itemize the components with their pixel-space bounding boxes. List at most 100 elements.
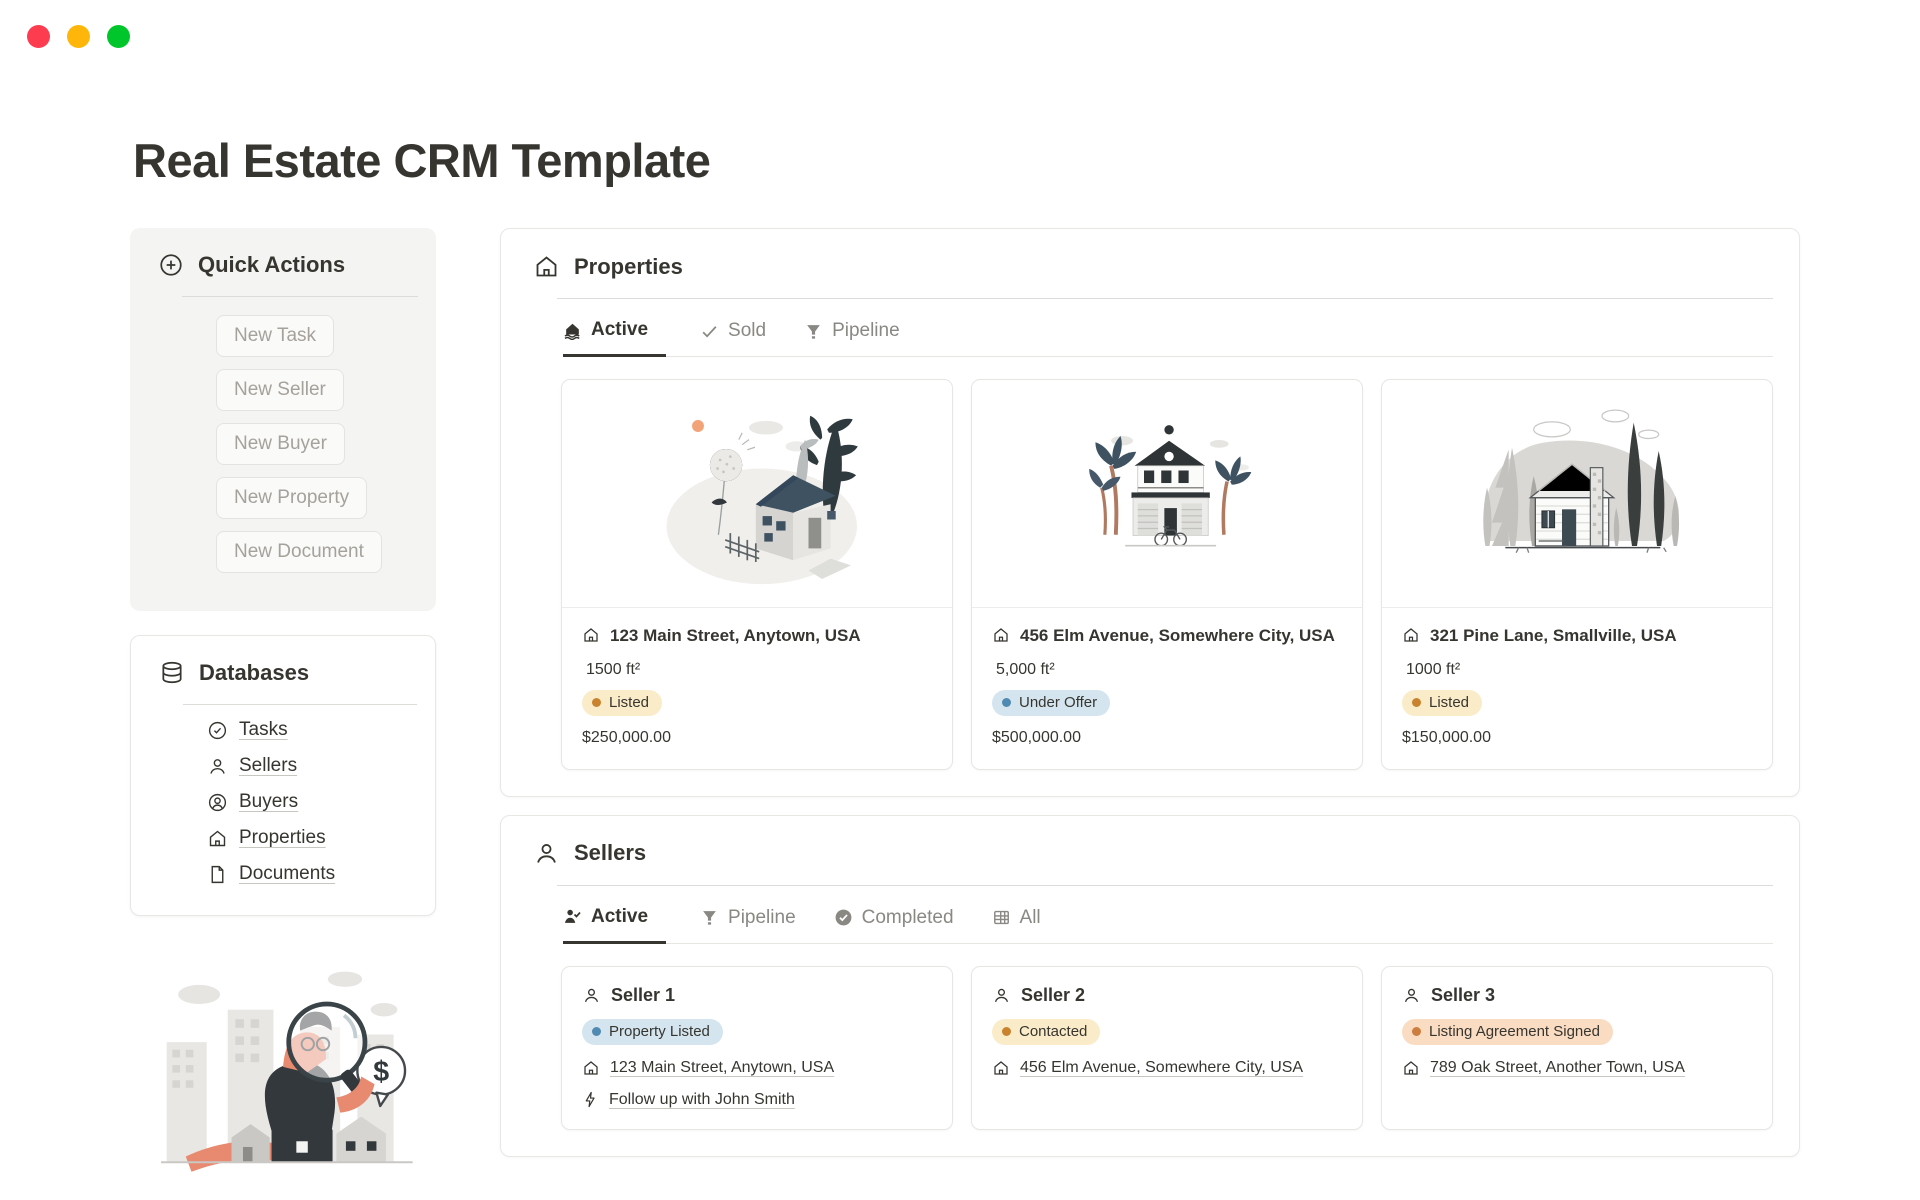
check-icon — [700, 322, 719, 341]
seller-name: Seller 3 — [1431, 984, 1496, 1005]
seller-card-3[interactable]: Seller 3 Listing Agreement Signed 789 Oa… — [1381, 965, 1773, 1130]
tab-label: Active — [591, 905, 649, 927]
status-label: Listed — [609, 693, 650, 711]
sidebar-item-properties[interactable]: Properties — [207, 827, 417, 849]
new-document-button[interactable]: New Document — [216, 531, 382, 573]
property-area: 1000 ft² — [1406, 660, 1461, 678]
house-icon — [992, 626, 1010, 644]
beach-house-illustration — [1088, 424, 1251, 546]
person-circle-icon — [207, 792, 228, 813]
property-cards: 123 Main Street, Anytown, USA 1500 ft² L… — [561, 379, 1773, 770]
databases-panel: Databases Tasks Sellers — [130, 635, 436, 916]
status-badge: Listed — [582, 689, 663, 716]
minimize-window-button[interactable] — [67, 25, 90, 48]
status-dot-icon — [592, 1026, 601, 1036]
tasks-link[interactable]: Tasks — [239, 719, 288, 740]
seller-property-link[interactable]: 789 Oak Street, Another Town, USA — [1430, 1058, 1685, 1076]
property-card-2[interactable]: 456 Elm Avenue, Somewhere City, USA 5,00… — [971, 379, 1363, 770]
sidebar-item-tasks[interactable]: Tasks — [207, 719, 417, 741]
plus-circle-icon — [158, 252, 184, 278]
status-badge: Contacted — [992, 1018, 1101, 1045]
window-controls — [27, 25, 130, 48]
page-title: Real Estate CRM Template — [133, 134, 711, 187]
new-property-button[interactable]: New Property — [216, 477, 368, 519]
tab-properties-pipeline[interactable]: Pipeline — [804, 319, 904, 356]
properties-panel: Properties Active — [500, 228, 1800, 797]
status-dot-icon — [1412, 697, 1421, 707]
person-icon — [1402, 986, 1421, 1005]
properties-link[interactable]: Properties — [239, 827, 326, 848]
status-label: Listing Agreement Signed — [1429, 1022, 1600, 1040]
house-icon — [992, 1059, 1010, 1077]
status-label: Contacted — [1019, 1022, 1088, 1040]
house-icon — [533, 253, 560, 280]
seller-name: Seller 1 — [611, 984, 676, 1005]
seller-property-link[interactable]: 123 Main Street, Anytown, USA — [610, 1058, 835, 1076]
seller-property-link[interactable]: 456 Elm Avenue, Somewhere City, USA — [1020, 1058, 1304, 1076]
property-price: $500,000.00 — [992, 728, 1081, 746]
lightning-bolt-icon — [582, 1091, 599, 1108]
property-card-1[interactable]: 123 Main Street, Anytown, USA 1500 ft² L… — [561, 379, 953, 770]
tab-label: Completed — [861, 906, 954, 928]
buyers-link[interactable]: Buyers — [239, 791, 299, 812]
property-price: $250,000.00 — [582, 728, 671, 746]
tab-label: Active — [591, 319, 649, 340]
databases-title: Databases — [199, 660, 310, 685]
new-buyer-button[interactable]: New Buyer — [216, 423, 345, 465]
funnel-icon — [700, 908, 719, 927]
seller-card-1[interactable]: Seller 1 Property Listed 123 Main Street… — [561, 965, 953, 1130]
divider — [557, 884, 1773, 886]
status-label: Property Listed — [609, 1022, 710, 1040]
sellers-link[interactable]: Sellers — [239, 755, 298, 776]
house-flood-icon — [563, 321, 582, 340]
new-seller-button[interactable]: New Seller — [216, 369, 344, 411]
divider — [183, 704, 417, 705]
tab-sellers-active[interactable]: Active — [563, 905, 667, 944]
tab-sellers-all[interactable]: All — [992, 906, 1045, 943]
seller-task-link[interactable]: Follow up with John Smith — [609, 1090, 795, 1108]
seller-cards: Seller 1 Property Listed 123 Main Street… — [561, 965, 1773, 1130]
document-icon — [207, 864, 228, 885]
zoom-window-button[interactable] — [107, 25, 130, 48]
divider — [182, 296, 418, 297]
forest-cabin-illustration — [1483, 409, 1680, 553]
status-dot-icon — [1002, 1026, 1011, 1036]
quick-actions-title: Quick Actions — [198, 252, 346, 277]
status-badge: Property Listed — [582, 1018, 723, 1045]
property-address: 123 Main Street, Anytown, USA — [610, 626, 861, 645]
person-icon — [533, 840, 560, 867]
house-icon — [582, 626, 600, 644]
svg-text:$: $ — [373, 1056, 389, 1088]
new-task-button[interactable]: New Task — [216, 315, 335, 357]
sidebar-item-documents[interactable]: Documents — [207, 863, 417, 885]
sidebar-item-sellers[interactable]: Sellers — [207, 755, 417, 777]
documents-link[interactable]: Documents — [239, 863, 336, 884]
cottage-garden-illustration — [666, 415, 858, 584]
person-icon — [992, 986, 1011, 1005]
property-card-3[interactable]: 321 Pine Lane, Smallville, USA 1000 ft² … — [1381, 379, 1773, 770]
tab-properties-sold[interactable]: Sold — [700, 319, 770, 356]
status-dot-icon — [592, 697, 601, 707]
house-icon — [582, 1059, 600, 1077]
seller-name: Seller 2 — [1021, 984, 1086, 1005]
status-label: Under Offer — [1019, 693, 1098, 711]
tab-sellers-pipeline[interactable]: Pipeline — [700, 906, 800, 943]
page-content: Quick Actions New Task New Seller New Bu… — [0, 228, 1920, 1176]
tab-label: All — [1019, 906, 1041, 928]
properties-tabs: Active Sold Pipeline — [563, 319, 1773, 357]
sidebar-item-buyers[interactable]: Buyers — [207, 791, 417, 813]
person-icon — [207, 756, 228, 777]
property-address: 456 Elm Avenue, Somewhere City, USA — [1020, 626, 1335, 645]
property-image — [1382, 380, 1772, 608]
seller-card-2[interactable]: Seller 2 Contacted 456 Elm Avenue, Somew… — [971, 965, 1363, 1130]
sidebar: Quick Actions New Task New Seller New Bu… — [130, 228, 436, 1176]
sellers-panel: Sellers Active — [500, 814, 1800, 1157]
status-badge: Listing Agreement Signed — [1402, 1018, 1613, 1045]
property-image — [972, 380, 1362, 608]
tab-sellers-completed[interactable]: Completed — [834, 906, 958, 943]
tab-properties-active[interactable]: Active — [563, 319, 667, 357]
close-window-button[interactable] — [27, 25, 50, 48]
sellers-tabs: Active Pipeline Completed — [563, 906, 1773, 944]
tab-label: Sold — [728, 320, 767, 341]
property-image — [562, 380, 952, 608]
